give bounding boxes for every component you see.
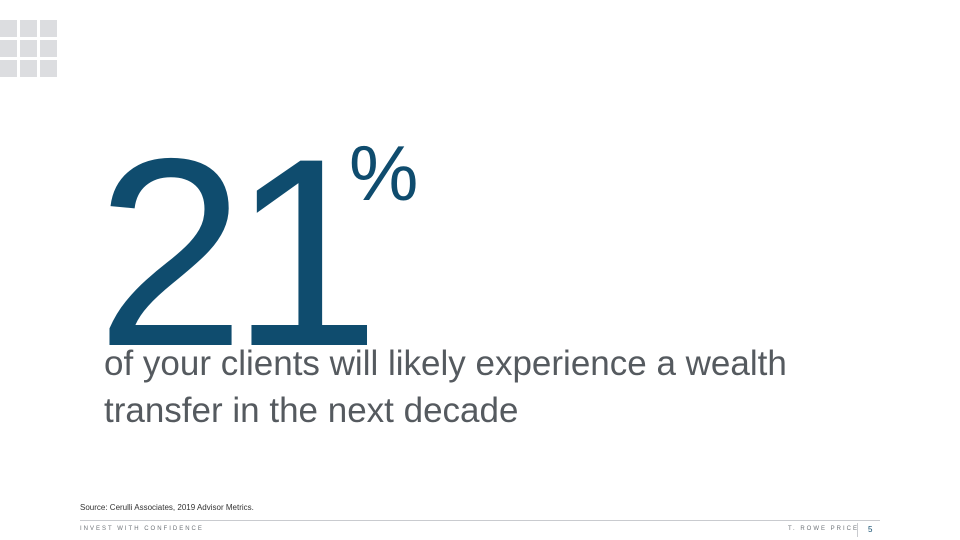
footer-divider: [857, 523, 858, 537]
footer-brand: T. ROWE PRICE: [788, 526, 860, 532]
grid-logo-icon: [0, 20, 58, 78]
grid-cell: [0, 60, 17, 77]
page-number: 5: [868, 525, 873, 534]
footer-rule: [80, 520, 880, 521]
grid-cell: [0, 40, 17, 57]
grid-cell: [0, 20, 17, 37]
stat-value: 21: [96, 102, 380, 402]
stat-unit: %: [349, 129, 419, 217]
source-note: Source: Cerulli Associates, 2019 Advisor…: [80, 503, 254, 512]
grid-cell: [40, 60, 57, 77]
grid-cell: [20, 60, 37, 77]
footer-tagline: INVEST WITH CONFIDENCE: [80, 526, 204, 532]
grid-cell: [40, 20, 57, 37]
grid-cell: [40, 40, 57, 57]
grid-cell: [20, 40, 37, 57]
stat-caption: of your clients will likely experience a…: [104, 344, 787, 430]
grid-cell: [20, 20, 37, 37]
